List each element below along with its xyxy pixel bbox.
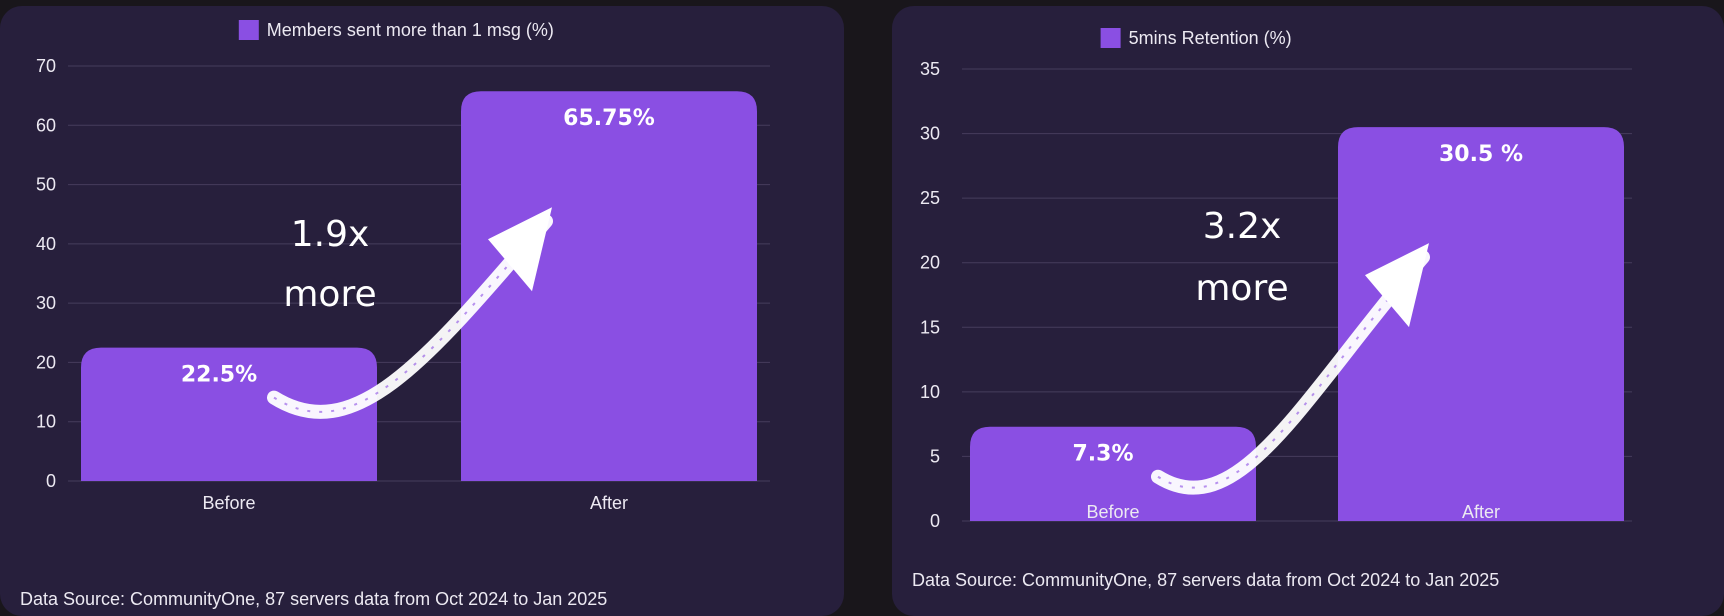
- value-label: 65.75%: [563, 106, 655, 131]
- y-tick-label: 30: [36, 293, 56, 313]
- arrow-shaft: [1151, 250, 1430, 495]
- chart-panel-retention: 0 5 10 15 20 25 30 35 5mins Retention (%) 7.3% Bef…: [892, 6, 1724, 616]
- data-source-note: Data Source: CommunityOne, 87 servers da…: [20, 589, 608, 609]
- legend-swatch: [1100, 28, 1121, 48]
- y-tick-label: 10: [920, 382, 940, 402]
- value-label: 30.5 %: [1439, 142, 1523, 167]
- bar-after: [461, 91, 757, 482]
- multiplier-annotation-suffix: more: [1195, 268, 1288, 309]
- y-tick-label: 25: [920, 188, 940, 208]
- value-label: 22.5%: [181, 363, 257, 388]
- bar-before: [81, 347, 377, 481]
- y-tick-label: 70: [36, 56, 56, 76]
- chart-panel-members-msg: 0 10 20 30 40 50 60 70 Members sent more than 1 …: [0, 6, 844, 616]
- y-tick-label: 60: [36, 115, 56, 135]
- data-source-note: Data Source: CommunityOne, 87 servers da…: [912, 570, 1500, 590]
- legend: 5mins Retention (%): [1100, 28, 1292, 48]
- multiplier-annotation: 1.9x: [291, 214, 370, 255]
- growth-arrow-icon: [1151, 243, 1430, 495]
- bar-chart-members-msg: 0 10 20 30 40 50 60 70 Members sent more than 1 …: [36, 20, 770, 513]
- x-tick-label: Before: [1086, 502, 1139, 522]
- bar-after: [1338, 127, 1624, 521]
- y-tick-label: 20: [36, 352, 56, 372]
- y-tick-label: 0: [930, 511, 940, 531]
- y-tick-label: 50: [36, 175, 56, 195]
- y-tick-label: 20: [920, 253, 940, 273]
- y-tick-label: 40: [36, 234, 56, 254]
- growth-arrow-icon: [267, 207, 553, 419]
- x-tick-label: Before: [202, 493, 255, 513]
- multiplier-annotation-suffix: more: [283, 274, 376, 315]
- x-tick-label: After: [590, 493, 628, 513]
- y-tick-label: 15: [920, 317, 940, 337]
- multiplier-annotation: 3.2x: [1203, 206, 1282, 247]
- legend-label: Members sent more than 1 msg (%): [267, 20, 554, 40]
- y-tick-label: 0: [46, 471, 56, 491]
- legend: Members sent more than 1 msg (%): [238, 20, 554, 40]
- legend-swatch: [238, 20, 259, 40]
- bar-before: [970, 426, 1256, 521]
- y-tick-label: 35: [920, 59, 940, 79]
- y-tick-label: 30: [920, 124, 940, 144]
- legend-label: 5mins Retention (%): [1129, 28, 1292, 48]
- arrow-head: [488, 207, 552, 292]
- arrow-shaft: [267, 214, 553, 419]
- y-tick-label: 10: [36, 412, 56, 432]
- value-label: 7.3%: [1072, 442, 1133, 467]
- x-tick-label: After: [1462, 502, 1500, 522]
- arrow-head: [1365, 243, 1429, 328]
- bar-chart-retention: 0 5 10 15 20 25 30 35 5mins Retention (%) 7.3% Bef…: [920, 28, 1632, 531]
- y-tick-label: 5: [930, 446, 940, 466]
